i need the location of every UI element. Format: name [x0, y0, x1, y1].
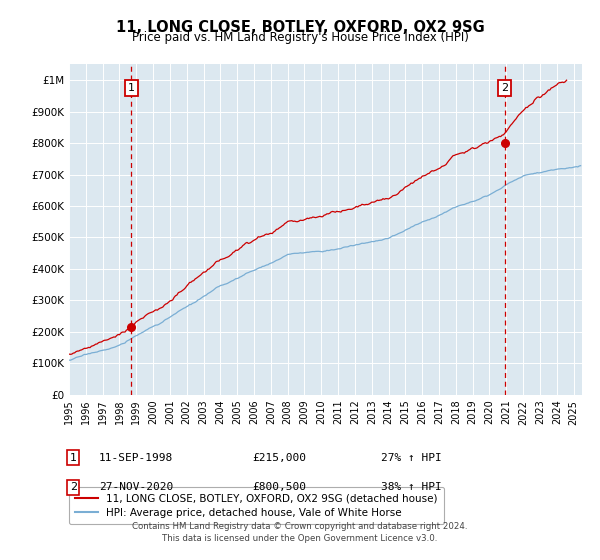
Text: 1: 1 [70, 452, 77, 463]
Text: Price paid vs. HM Land Registry's House Price Index (HPI): Price paid vs. HM Land Registry's House … [131, 31, 469, 44]
Text: 1: 1 [128, 83, 135, 93]
Text: 11, LONG CLOSE, BOTLEY, OXFORD, OX2 9SG: 11, LONG CLOSE, BOTLEY, OXFORD, OX2 9SG [116, 20, 484, 35]
Legend: 11, LONG CLOSE, BOTLEY, OXFORD, OX2 9SG (detached house), HPI: Average price, de: 11, LONG CLOSE, BOTLEY, OXFORD, OX2 9SG … [69, 487, 444, 524]
Text: £215,000: £215,000 [252, 452, 306, 463]
Text: 11-SEP-1998: 11-SEP-1998 [99, 452, 173, 463]
Text: Contains HM Land Registry data © Crown copyright and database right 2024.: Contains HM Land Registry data © Crown c… [132, 522, 468, 531]
Text: 2: 2 [501, 83, 508, 93]
Text: 2: 2 [70, 482, 77, 492]
Text: 27-NOV-2020: 27-NOV-2020 [99, 482, 173, 492]
Text: 38% ↑ HPI: 38% ↑ HPI [381, 482, 442, 492]
Text: This data is licensed under the Open Government Licence v3.0.: This data is licensed under the Open Gov… [163, 534, 437, 543]
Text: £800,500: £800,500 [252, 482, 306, 492]
Text: 27% ↑ HPI: 27% ↑ HPI [381, 452, 442, 463]
